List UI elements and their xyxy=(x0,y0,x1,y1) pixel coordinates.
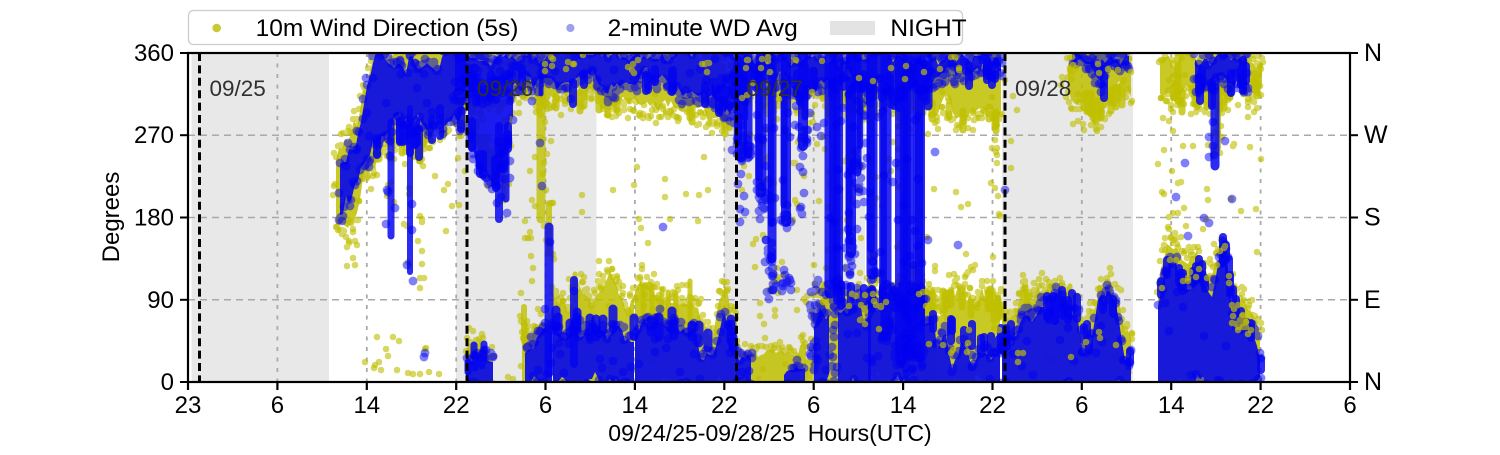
svg-text:0: 0 xyxy=(161,369,174,396)
svg-text:6: 6 xyxy=(539,392,552,419)
svg-text:E: E xyxy=(1364,286,1381,314)
svg-text:90: 90 xyxy=(147,287,174,314)
svg-text:10m Wind Direction (5s): 10m Wind Direction (5s) xyxy=(256,15,519,42)
svg-text:270: 270 xyxy=(134,122,174,149)
svg-text:6: 6 xyxy=(1075,392,1088,419)
svg-text:22: 22 xyxy=(1247,392,1274,419)
svg-text:09/27: 09/27 xyxy=(747,76,803,101)
svg-text:S: S xyxy=(1364,204,1381,232)
svg-text:22: 22 xyxy=(979,392,1006,419)
svg-text:6: 6 xyxy=(271,392,284,419)
svg-text:23: 23 xyxy=(175,392,202,419)
svg-text:W: W xyxy=(1364,121,1388,149)
svg-text:09/28: 09/28 xyxy=(1015,76,1071,101)
svg-text:N: N xyxy=(1364,368,1382,396)
svg-text:14: 14 xyxy=(1158,392,1185,419)
svg-text:Degrees: Degrees xyxy=(98,172,125,263)
svg-text:22: 22 xyxy=(443,392,470,419)
svg-text:09/25: 09/25 xyxy=(210,76,266,101)
svg-text:14: 14 xyxy=(890,392,917,419)
svg-text:22: 22 xyxy=(711,392,738,419)
svg-text:14: 14 xyxy=(353,392,380,419)
svg-text:NIGHT: NIGHT xyxy=(890,15,966,42)
svg-text:6: 6 xyxy=(1343,392,1356,419)
svg-text:6: 6 xyxy=(807,392,820,419)
svg-text:N: N xyxy=(1364,39,1382,67)
svg-text:14: 14 xyxy=(622,392,649,419)
svg-text:2-minute WD Avg: 2-minute WD Avg xyxy=(608,15,798,42)
svg-text:180: 180 xyxy=(134,205,174,232)
svg-text:09/26: 09/26 xyxy=(477,76,533,101)
svg-text:09/24/25-09/28/25 Hours(UTC): 09/24/25-09/28/25 Hours(UTC) xyxy=(608,420,931,446)
svg-text:360: 360 xyxy=(134,40,174,67)
